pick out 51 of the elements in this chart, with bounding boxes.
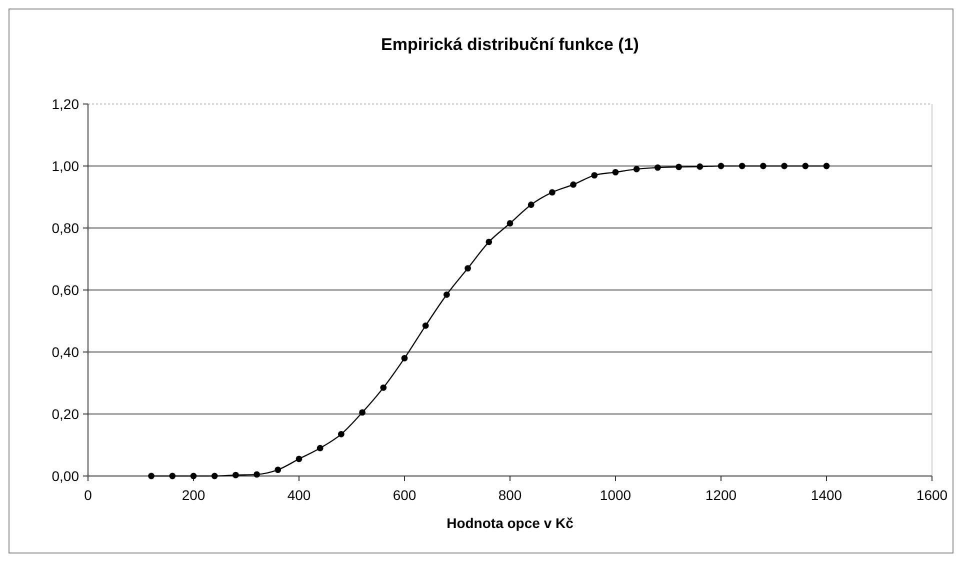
point: [486, 238, 492, 246]
x-tick-label: 1400: [810, 487, 842, 503]
x-tick-label: 600: [392, 487, 416, 503]
point: [274, 466, 282, 473]
point: [296, 456, 302, 462]
x-tick-label: 400: [287, 487, 311, 503]
chart-title: Empirická distribuční funkce (1): [381, 35, 639, 54]
point: [464, 265, 471, 272]
x-tick-label: 1000: [600, 487, 632, 503]
y-tick-label: 0,40: [52, 344, 80, 360]
y-tick-label: 1,20: [52, 96, 80, 112]
point: [633, 166, 640, 172]
point: [612, 169, 619, 176]
point: [696, 163, 704, 170]
point: [380, 384, 387, 391]
point: [676, 164, 682, 170]
point: [718, 162, 724, 170]
point: [549, 189, 556, 196]
point: [254, 471, 260, 478]
point: [232, 472, 239, 478]
y-tick-label: 0,00: [52, 468, 80, 484]
x-tick-label: 1200: [705, 487, 737, 503]
point: [528, 202, 534, 208]
point: [823, 162, 830, 170]
point: [570, 181, 576, 188]
point: [506, 220, 514, 227]
point: [190, 472, 197, 480]
point: [738, 162, 746, 170]
point: [591, 172, 598, 178]
point: [169, 472, 176, 480]
point: [444, 291, 450, 298]
point: [148, 472, 154, 480]
point: [781, 162, 788, 170]
point: [802, 162, 809, 170]
x-tick-label: 0: [84, 487, 92, 503]
y-tick-label: 0,60: [52, 282, 80, 298]
point: [401, 355, 408, 362]
x-tick-label: 800: [498, 487, 522, 503]
x-tick-label: 200: [182, 487, 206, 503]
point: [359, 409, 366, 416]
point: [422, 322, 429, 329]
y-tick-label: 0,20: [52, 406, 80, 422]
point: [338, 430, 344, 438]
point: [654, 164, 661, 171]
y-tick-label: 1,00: [52, 158, 80, 174]
x-tick-label: 1600: [916, 487, 948, 503]
point: [211, 472, 218, 480]
point: [316, 444, 324, 452]
y-tick-label: 0,80: [52, 220, 80, 236]
point: [760, 162, 766, 170]
x-axis-title: Hodnota opce v Kč: [446, 515, 574, 531]
